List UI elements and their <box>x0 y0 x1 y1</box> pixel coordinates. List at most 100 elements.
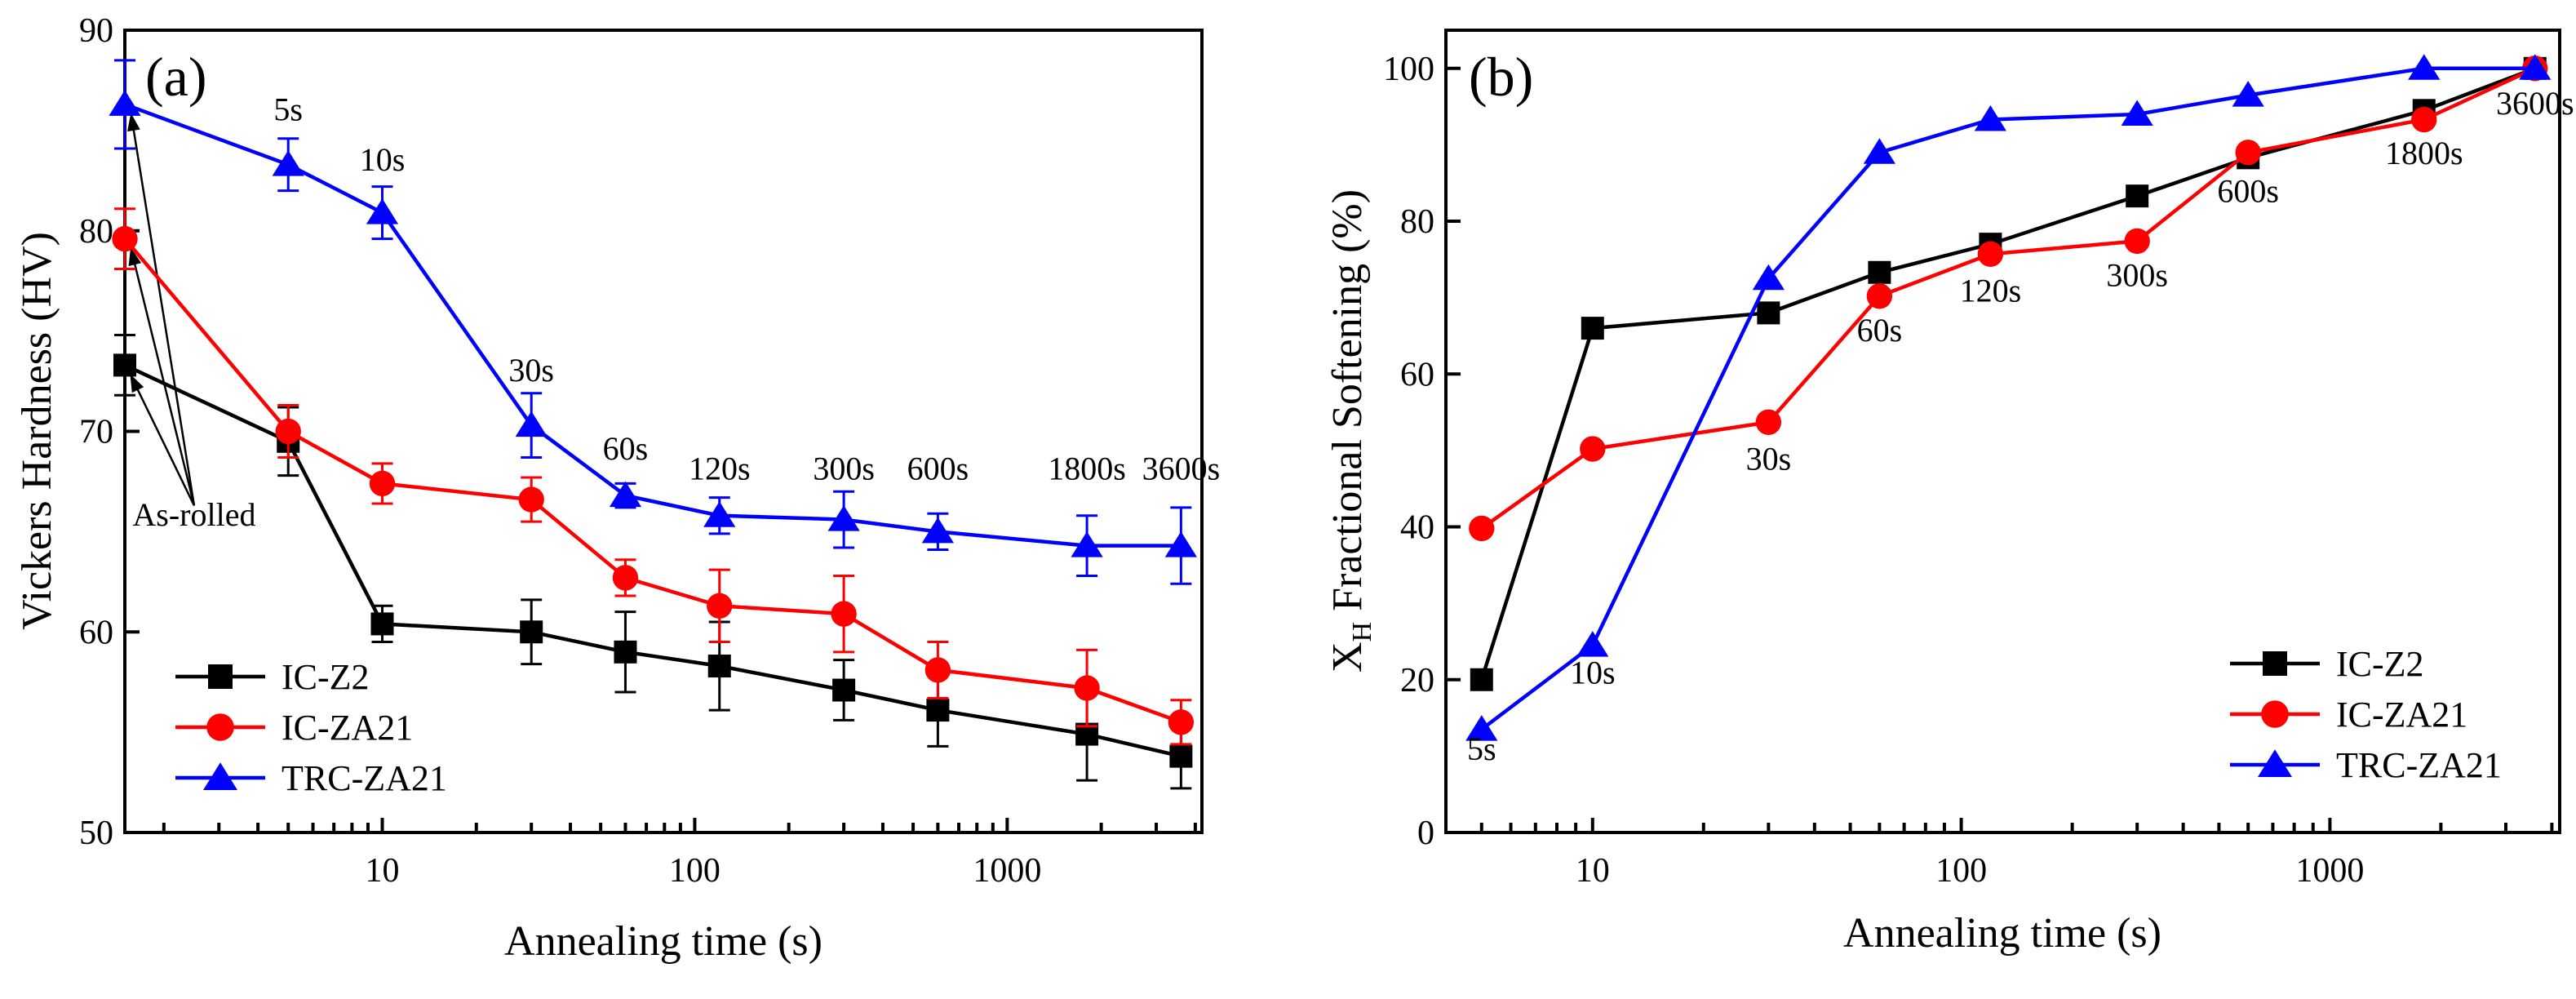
panel-a-y-tick-label: 80 <box>79 213 113 251</box>
panel-a-y-tick-label: 70 <box>79 414 113 451</box>
panel-b-point <box>1868 260 1891 284</box>
panel-a-point <box>275 418 301 445</box>
panel-a-xlabel: Annealing time (s) <box>504 918 822 965</box>
panel-b-y-tick-label: 40 <box>1400 509 1434 547</box>
panel-b-x-tick-label: 1000 <box>2295 852 2364 890</box>
as-rolled-arrow <box>130 250 196 506</box>
panel-b-annotation: 5s <box>1467 730 1496 767</box>
panel-a-annotation: 1800s <box>1048 450 1126 486</box>
panel-a-x-tick-label: 100 <box>669 852 720 890</box>
panel-a-point <box>707 593 733 619</box>
panel-a-x-tick-label: 10 <box>365 852 399 890</box>
panel-b-point <box>1752 264 1785 291</box>
as-rolled-arrow <box>130 375 196 506</box>
panel-a-point <box>272 150 304 176</box>
panel-b-point <box>1977 241 2004 267</box>
as-rolled-arrow <box>130 115 196 506</box>
panel-b-legend-marker <box>2263 651 2287 676</box>
panel-a-chart: 10 100 1000 50 60 70 80 90 5s 10s 30s 60s 120s 300s 6… <box>14 12 1220 965</box>
panel-a-line-ic-za21 <box>123 238 1182 724</box>
panel-b-point <box>2124 228 2150 255</box>
panel-b-chart: 10 100 1000 0 20 40 60 80 100 5s 10s 30s 60s 120s 300… <box>1324 29 2574 957</box>
panel-b-point <box>2235 140 2261 166</box>
panel-b-point <box>2519 54 2552 80</box>
panel-b-point <box>1580 436 1606 462</box>
panel-a-annotation: 60s <box>603 430 649 467</box>
panel-a-point <box>109 90 141 116</box>
panel-b-label: (b) <box>1469 46 1533 108</box>
panel-b-point <box>1470 668 1493 691</box>
panel-a-annotation: 5s <box>273 91 303 128</box>
panel-a-line-ic-z2 <box>124 363 1182 758</box>
panel-b-legend-label: TRC-ZA21 <box>2336 745 2502 785</box>
panel-a-point <box>614 640 637 664</box>
as-rolled-arrows <box>127 113 196 506</box>
panel-a-annotation: 300s <box>813 450 875 486</box>
panel-b-line-trc-za21 <box>1480 66 2535 731</box>
panel-a-point <box>366 198 399 224</box>
panel-b-point <box>1757 301 1780 325</box>
panel-a-y-tick-label: 50 <box>79 815 113 852</box>
panel-b-legend-marker <box>2261 700 2289 728</box>
panel-a-annotation: As-rolled <box>132 496 255 533</box>
panel-b-plot-frame <box>1444 29 2561 834</box>
panel-b-point <box>1755 409 1782 435</box>
panel-a-point <box>707 655 731 678</box>
as-rolled-arrowhead <box>127 113 140 132</box>
panel-b-point <box>1465 715 1498 741</box>
panel-b-point <box>1863 138 1895 164</box>
panel-a-point <box>609 481 642 508</box>
panel-a-point <box>369 470 396 497</box>
panel-a-point <box>1169 744 1193 768</box>
panel-b-legend-marker <box>2258 749 2292 777</box>
panel-b-annotation: 3600s <box>2496 85 2574 122</box>
as-rolled-arrowhead <box>128 247 142 267</box>
panel-a-legend-label: IC-Z2 <box>282 657 370 697</box>
panel-b-point <box>1974 105 2006 131</box>
panel-a-point <box>831 601 857 627</box>
panel-b-point <box>2121 100 2153 126</box>
panel-a-point <box>370 612 394 636</box>
panel-b-point <box>1581 317 1604 340</box>
panel-b-xlabel: Annealing time (s) <box>1843 910 2161 957</box>
panel-a-x-tick-label: 1000 <box>973 852 1041 890</box>
panel-a-point <box>612 565 639 591</box>
panel-b-line-ic-z2 <box>1479 66 2536 681</box>
panel-b-annotation: 300s <box>2106 257 2168 294</box>
panel-a-point <box>113 353 136 377</box>
panel-b-annotation: 120s <box>1960 272 2022 309</box>
panel-b-y-tick-label: 20 <box>1400 662 1434 699</box>
panel-b-point <box>2408 54 2441 80</box>
panel-b-legend: IC-Z2 IC-ZA21 TRC-ZA21 <box>2230 644 2502 785</box>
panel-a-point <box>924 657 951 683</box>
panel-a-legend-marker <box>208 664 233 689</box>
panel-a-point <box>520 620 543 644</box>
panel-a-annotation: 3600s <box>1142 450 1221 486</box>
panel-b-annotation: 60s <box>1857 312 1903 349</box>
panel-b-series-trc-za21 <box>1465 54 2552 741</box>
panel-a-series-ic-z2 <box>113 334 1193 790</box>
panel-b-x-tick-label: 10 <box>1576 852 1610 890</box>
panel-b-annotation: 30s <box>1746 440 1792 477</box>
panel-b-point <box>2411 106 2437 133</box>
panel-b-ylabel-rest: Fractional Softening (%) <box>1324 189 1371 622</box>
panel-b-y-tick-label: 80 <box>1400 203 1434 241</box>
panel-a-point <box>703 501 736 527</box>
panel-b-ylabel-main: X <box>1324 642 1371 673</box>
panel-b-y-tick-label: 0 <box>1417 815 1434 852</box>
panel-a-point <box>515 411 548 437</box>
panel-b-x-tick-label: 100 <box>1935 852 1987 890</box>
panel-a-point <box>921 517 954 544</box>
panel-a-annotation: 30s <box>508 352 554 388</box>
panel-a-annotation: 10s <box>360 141 406 178</box>
panel-a-y-tick-label: 90 <box>79 12 113 50</box>
panel-b-y-tick-label: 60 <box>1400 356 1434 393</box>
panel-a-point <box>112 225 138 252</box>
panel-a-point <box>832 678 856 702</box>
panel-a-legend: IC-Z2 IC-ZA21 TRC-ZA21 <box>175 657 447 798</box>
panel-a-label: (a) <box>145 46 206 108</box>
panel-a-legend-label: IC-ZA21 <box>282 708 413 748</box>
panel-a-annotation: 120s <box>689 450 751 486</box>
panel-a-point <box>1168 709 1195 735</box>
panel-b-annotation: 1800s <box>2385 135 2463 171</box>
